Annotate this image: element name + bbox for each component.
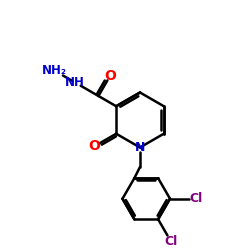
Text: NH: NH (65, 76, 84, 89)
Text: O: O (88, 139, 101, 153)
Text: N: N (135, 141, 145, 154)
Text: NH₂: NH₂ (42, 64, 67, 77)
Text: Cl: Cl (189, 192, 202, 205)
Text: O: O (104, 69, 116, 83)
Text: Cl: Cl (164, 235, 177, 248)
